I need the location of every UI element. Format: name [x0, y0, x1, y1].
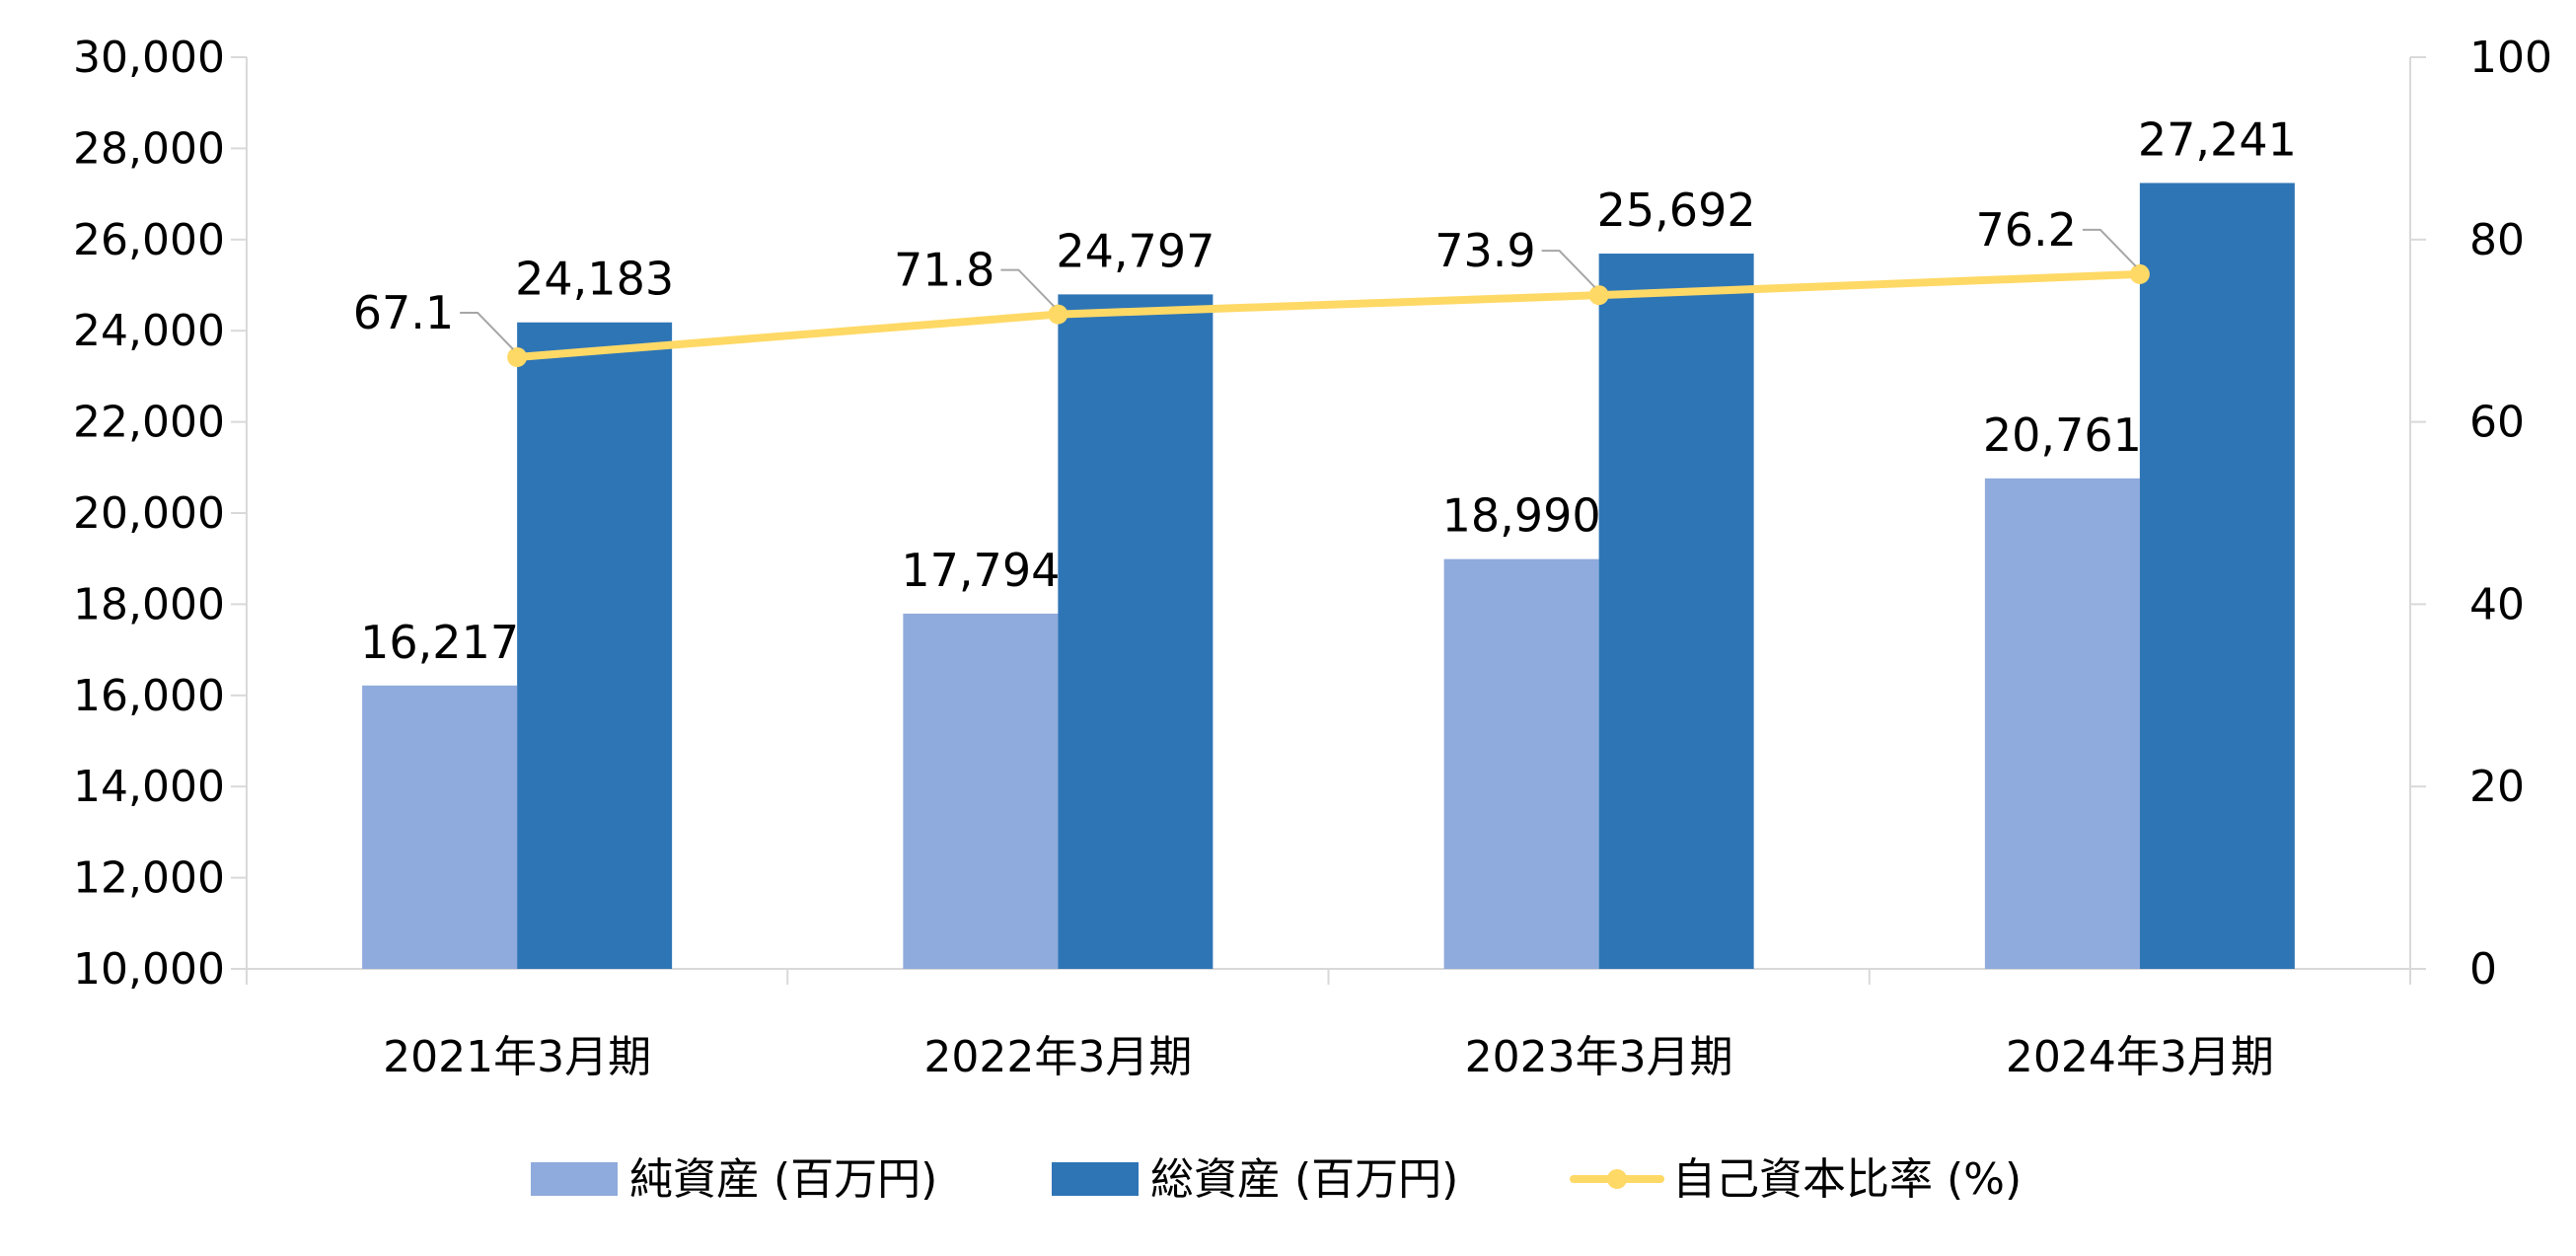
bar	[903, 613, 1059, 969]
bar-value-label: 27,241	[2138, 112, 2297, 166]
legend-swatch	[1052, 1162, 1139, 1196]
left-tick-label: 30,000	[73, 33, 225, 83]
left-tick-label: 22,000	[73, 398, 225, 448]
bar-value-label: 24,183	[515, 253, 674, 306]
bar	[1984, 478, 2140, 969]
right-tick-label: 40	[2469, 579, 2525, 629]
left-tick-label: 28,000	[73, 123, 225, 174]
right-tick-label: 0	[2469, 944, 2497, 995]
data-labels: 16,217 24,183 17,794 24,797 18,990 25,692 20,7…	[353, 112, 2297, 668]
right-tick-label: 20	[2469, 762, 2525, 812]
bar-value-label: 18,990	[1442, 489, 1601, 543]
category-labels: 2021年3月期 2022年3月期 2023年3月期 2024年3月期	[383, 1032, 2274, 1082]
category-label: 2021年3月期	[383, 1032, 651, 1082]
bar-value-label: 20,761	[1983, 408, 2142, 462]
legend-label: 純資産 (百万円)	[629, 1154, 937, 1205]
line-layer	[460, 228, 2150, 367]
left-tick-label: 24,000	[73, 306, 225, 356]
bar	[1443, 558, 1599, 969]
bar	[1598, 254, 1754, 969]
legend-marker	[1607, 1169, 1627, 1189]
bar	[362, 685, 518, 969]
axes: 10,000 12,000 14,000 16,000 18,000 20,000 22,0…	[73, 33, 2552, 995]
category-label: 2024年3月期	[2006, 1032, 2274, 1082]
legend-label: 総資産 (百万円)	[1150, 1154, 1458, 1205]
left-tick-label: 16,000	[73, 671, 225, 721]
ratio-leader-line	[1000, 268, 1056, 308]
category-label: 2023年3月期	[1465, 1032, 1733, 1082]
legend: 純資産 (百万円) 総資産 (百万円) 自己資本比率 (%)	[531, 1154, 2022, 1205]
ratio-point	[1048, 304, 1068, 325]
ratio-leader-line	[2082, 228, 2137, 267]
bar-value-label: 25,692	[1597, 184, 1756, 237]
category-label: 2022年3月期	[923, 1032, 1192, 1082]
ratio-line	[513, 269, 2144, 361]
left-tick-label: 26,000	[73, 215, 225, 265]
left-tick-label: 10,000	[73, 944, 225, 995]
bar	[517, 322, 673, 970]
left-tick-label: 12,000	[73, 853, 225, 904]
bar-value-label: 17,794	[901, 544, 1060, 597]
bar	[1058, 294, 1214, 969]
left-tick-label: 20,000	[73, 488, 225, 539]
bar-value-label: 24,797	[1056, 224, 1214, 277]
left-tick-label: 14,000	[73, 762, 225, 812]
ratio-leader-line	[460, 311, 514, 350]
ratio-leader-line	[1541, 250, 1596, 288]
ratio-value-label: 71.8	[894, 244, 994, 297]
ratio-value-label: 76.2	[1975, 203, 2076, 257]
ratio-point	[2129, 263, 2150, 284]
legend-label: 自己資本比率 (%)	[1672, 1154, 2022, 1205]
right-tick-label: 100	[2469, 33, 2552, 83]
right-tick-label: 80	[2469, 215, 2525, 265]
ratio-value-label: 73.9	[1435, 224, 1535, 277]
ratio-point	[507, 346, 528, 367]
ratio-point	[1588, 285, 1609, 306]
ratio-value-label: 67.1	[353, 286, 454, 339]
left-tick-label: 18,000	[73, 579, 225, 629]
bars	[362, 183, 2295, 970]
bar	[2139, 183, 2295, 969]
bar-value-label: 16,217	[360, 616, 519, 669]
legend-swatch	[531, 1162, 618, 1196]
right-tick-label: 60	[2469, 398, 2525, 448]
